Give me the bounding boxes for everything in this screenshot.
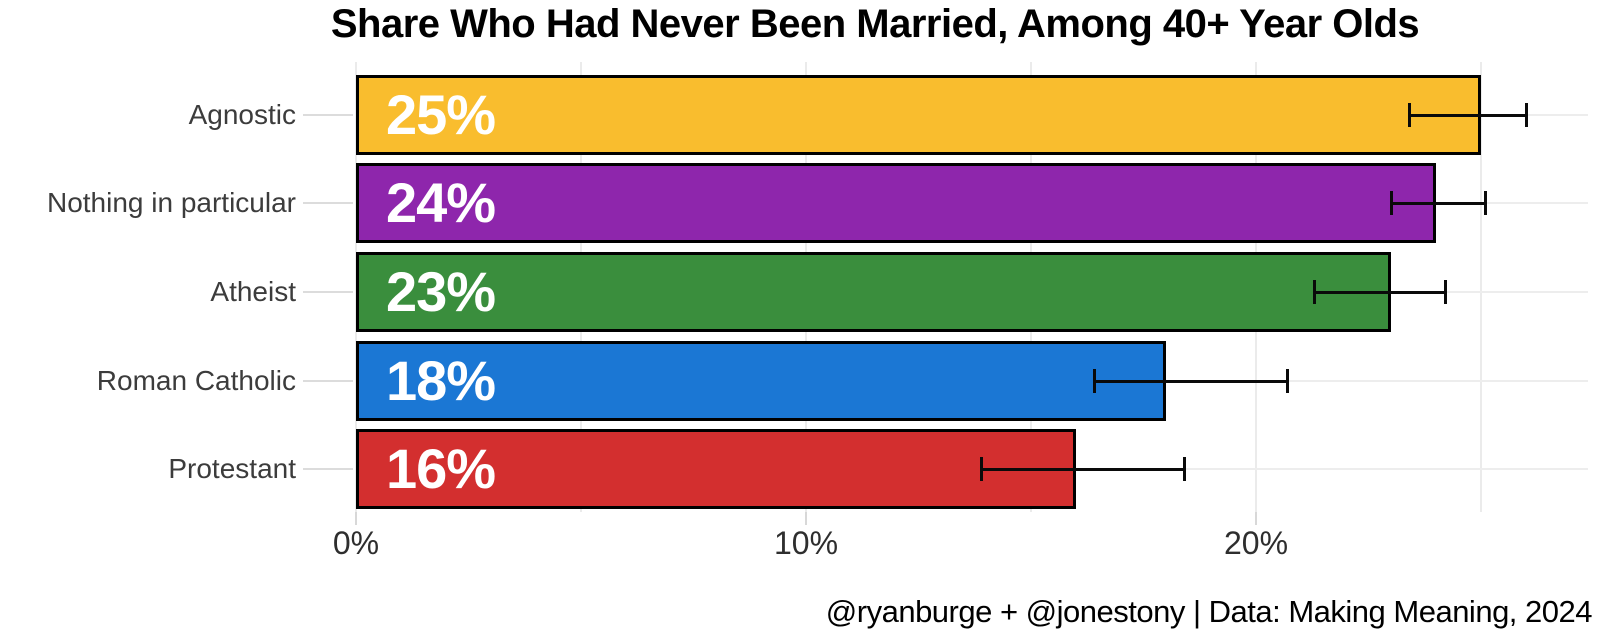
source-caption: @ryanburge + @jonestony | Data: Making M…	[825, 594, 1593, 629]
category-label-atheist: Atheist	[210, 276, 296, 307]
error-bar	[981, 467, 1184, 471]
category-tick	[303, 291, 353, 293]
bar-agnostic: 25%	[356, 75, 1481, 155]
error-bar-cap	[980, 457, 983, 481]
bar-value-label: 24%	[386, 171, 496, 234]
category-label-nothing-in-particular: Nothing in particular	[46, 187, 296, 218]
category-label-agnostic: Agnostic	[188, 99, 296, 130]
error-bar	[1094, 379, 1288, 383]
x-axis-tick	[1255, 512, 1257, 525]
bar-value-label: 18%	[386, 349, 496, 412]
category-label-roman-catholic: Roman Catholic	[96, 365, 296, 396]
vertical-gridline	[1480, 62, 1482, 512]
bar-value-label: 16%	[386, 437, 496, 500]
category-tick	[303, 202, 353, 204]
x-axis-label: 0%	[332, 525, 380, 561]
category-label-protestant: Protestant	[168, 453, 296, 484]
bar-nothing-in-particular: 24%	[356, 163, 1436, 243]
x-axis-tick	[355, 512, 357, 525]
error-bar-cap	[1524, 103, 1528, 127]
bar-value-label: 25%	[386, 83, 496, 146]
error-bar-cap	[1389, 191, 1393, 215]
bar-atheist: 23%	[356, 252, 1391, 332]
error-bar-cap	[1484, 191, 1487, 215]
x-axis-label: 10%	[773, 525, 839, 561]
chart-title: Share Who Had Never Been Married, Among …	[330, 2, 1420, 46]
bar-roman-catholic: 18%	[356, 341, 1166, 421]
category-tick	[303, 114, 353, 116]
error-bar-cap	[1313, 280, 1316, 304]
error-bar-cap	[1182, 457, 1186, 481]
bar-protestant: 16%	[356, 429, 1076, 509]
x-axis-label: 20%	[1223, 525, 1289, 561]
error-bar	[1314, 290, 1445, 294]
category-tick	[303, 380, 353, 382]
category-tick	[303, 468, 353, 470]
x-axis-tick	[805, 512, 807, 525]
error-bar-cap	[1443, 280, 1447, 304]
error-bar-cap	[1407, 103, 1411, 127]
plot-area: 25% 24% 23% 18% 16%	[355, 62, 1588, 512]
error-bar-cap	[1092, 369, 1096, 393]
error-bar	[1409, 113, 1526, 117]
bar-value-label: 23%	[386, 260, 496, 323]
error-bar-cap	[1286, 369, 1289, 393]
error-bar	[1391, 201, 1486, 205]
